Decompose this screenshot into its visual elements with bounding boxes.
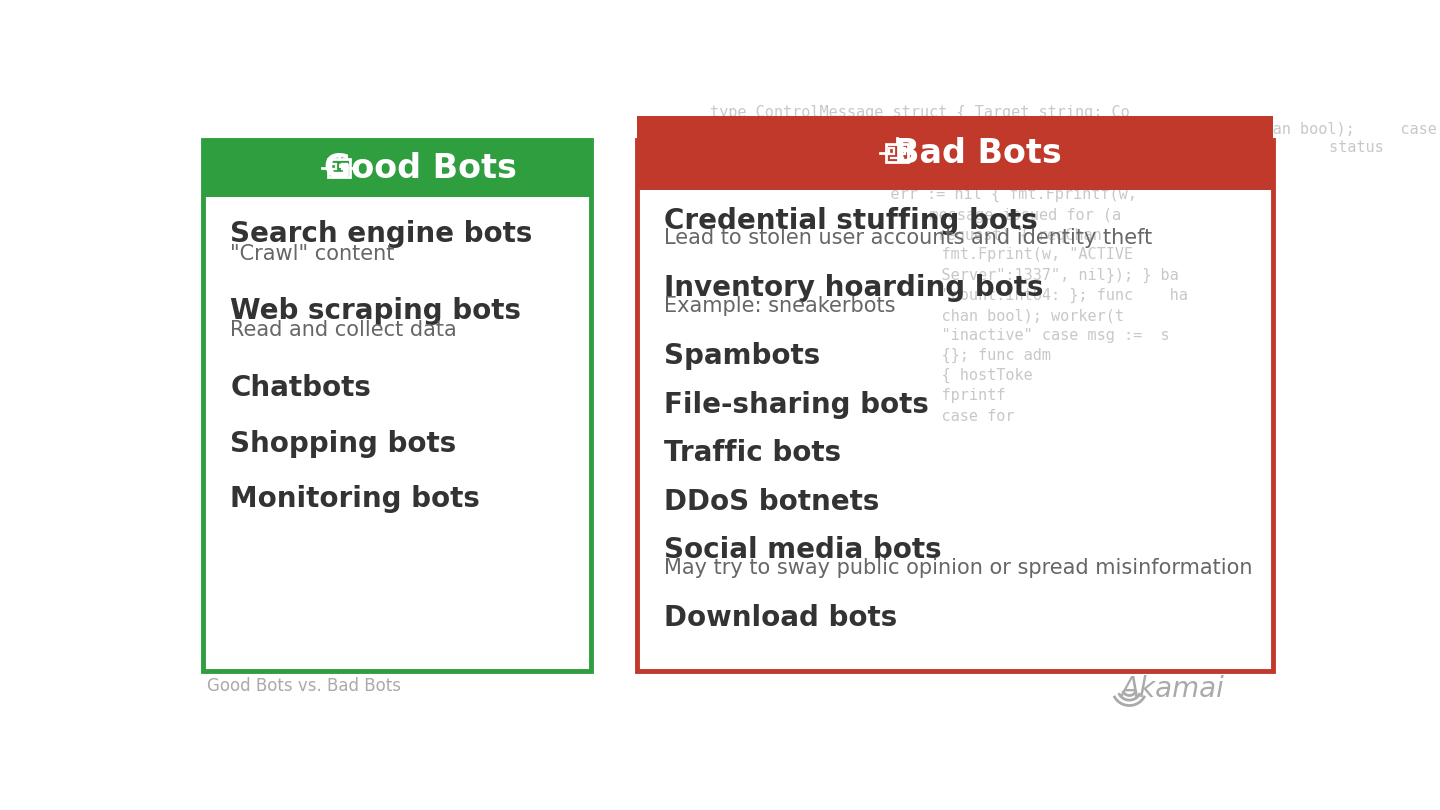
Text: status: status xyxy=(1110,139,1384,155)
Text: Read and collect data: Read and collect data xyxy=(230,321,456,340)
Text: Traffic bots: Traffic bots xyxy=(664,439,841,467)
Text: Credential stuffing bots: Credential stuffing bots xyxy=(664,207,1038,235)
Text: case for: case for xyxy=(904,409,1014,424)
Text: Spambots: Spambots xyxy=(664,342,821,370)
Text: "Crawl" content: "Crawl" content xyxy=(230,244,395,263)
Text: Bad Bots: Bad Bots xyxy=(894,137,1063,169)
Text: Chatbots: Chatbots xyxy=(230,374,372,403)
Text: DDoS botnets: DDoS botnets xyxy=(664,488,880,516)
Text: Server":1337", nil}); } ba: Server":1337", nil}); } ba xyxy=(904,268,1178,284)
Bar xyxy=(638,139,1273,671)
Bar xyxy=(886,144,909,162)
Text: Akamai: Akamai xyxy=(1120,675,1224,702)
Text: message issued for (a: message issued for (a xyxy=(893,208,1122,223)
Text: "count:int64: }; func    ha: "count:int64: }; func ha xyxy=(904,288,1188,304)
Text: Example: sneakerbots: Example: sneakerbots xyxy=(664,296,896,316)
Text: err := nil { fmt.Fprintf(w,: err := nil { fmt.Fprintf(w, xyxy=(854,187,1138,202)
Bar xyxy=(328,160,350,177)
Text: "inactive" case msg :=  s: "inactive" case msg := s xyxy=(904,328,1169,343)
Bar xyxy=(638,117,1273,190)
Text: r = http.Request() { hostFol: r = http.Request() { hostFol xyxy=(831,167,1123,181)
Text: Shopping bots: Shopping bots xyxy=(230,430,456,458)
Bar xyxy=(203,139,590,671)
Bar xyxy=(331,164,336,169)
Text: request) { reqChan: request) { reqChan xyxy=(901,228,1102,243)
Text: { hostToke: { hostToke xyxy=(904,369,1032,383)
Bar xyxy=(888,148,894,154)
Text: File-sharing bots: File-sharing bots xyxy=(664,390,929,419)
Text: Good Bots: Good Bots xyxy=(324,152,517,185)
Text: Inventory hoarding bots: Inventory hoarding bots xyxy=(664,275,1044,302)
Text: Download bots: Download bots xyxy=(664,604,897,632)
Text: May try to sway public opinion or spread misinformation: May try to sway public opinion or spread… xyxy=(664,557,1253,578)
Text: rollChannel = make(chan chan bool);     case: rollChannel = make(chan chan bool); case xyxy=(863,122,1437,137)
Text: {}; func adm: {}; func adm xyxy=(904,348,1051,364)
Text: Good Bots vs. Bad Bots: Good Bots vs. Bad Bots xyxy=(207,677,402,695)
Text: fmt.Fprint(w, "ACTIVE: fmt.Fprint(w, "ACTIVE xyxy=(904,247,1133,262)
Text: Social media bots: Social media bots xyxy=(664,536,942,564)
Bar xyxy=(203,139,590,198)
Text: type ControlMessage struct { Target string; Co: type ControlMessage struct { Target stri… xyxy=(638,105,1130,120)
Text: fprintf: fprintf xyxy=(904,388,1005,403)
Text: Web scraping bots: Web scraping bots xyxy=(230,297,521,326)
Bar xyxy=(341,164,347,169)
Bar xyxy=(900,148,906,154)
Text: Lead to stolen user accounts and identity theft: Lead to stolen user accounts and identit… xyxy=(664,228,1152,248)
Text: Monitoring bots: Monitoring bots xyxy=(230,485,481,514)
Text: chan bool); worker(t: chan bool); worker(t xyxy=(904,308,1123,323)
Text: Search engine bots: Search engine bots xyxy=(230,220,533,249)
